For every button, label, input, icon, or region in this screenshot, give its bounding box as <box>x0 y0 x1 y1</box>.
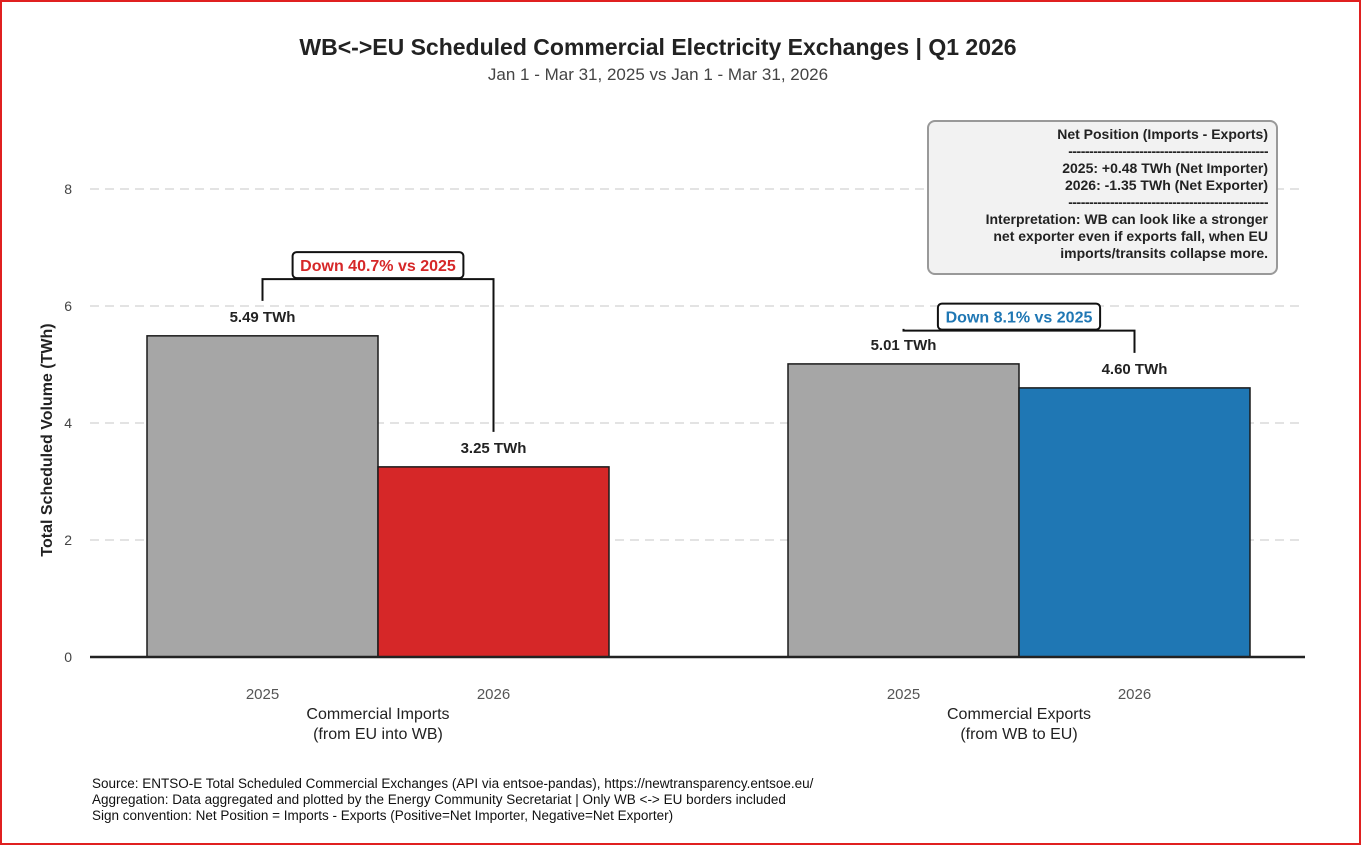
bar-2025 <box>146 335 379 658</box>
chart-subtitle: Jan 1 - Mar 31, 2025 vs Jan 1 - Mar 31, … <box>488 65 828 84</box>
group-label: Commercial Imports <box>306 706 449 723</box>
bar-2025 <box>787 363 1020 658</box>
footnotes: Source: ENTSO-E Total Scheduled Commerci… <box>92 776 813 824</box>
net-position-2025: 2025: +0.48 TWh (Net Importer) <box>1062 160 1268 176</box>
x-tick-label: 2025 <box>246 686 279 703</box>
change-label-box <box>936 302 1102 331</box>
net-position-2026: 2026: -1.35 TWh (Net Exporter) <box>1064 177 1268 193</box>
bar-2026 <box>377 466 610 658</box>
y-tick-label: 4 <box>64 415 72 431</box>
interpretation-line-2: net exporter even if exports fall, when … <box>993 228 1268 244</box>
net-position-divider: ----------------------------------------… <box>1068 143 1268 159</box>
change-label-box <box>291 251 465 280</box>
x-tick-label: 2026 <box>477 686 510 703</box>
net-position-box: Net Position (Imports - Exports) -------… <box>927 120 1278 275</box>
sign-note: Sign convention: Net Position = Imports … <box>92 808 674 823</box>
change-label: Down 40.7% vs 2025 <box>300 258 456 275</box>
bar-value-label: 5.49 TWh <box>230 309 296 326</box>
y-axis-label: Total Scheduled Volume (TWh) <box>39 323 56 556</box>
aggregation-note: Aggregation: Data aggregated and plotted… <box>92 792 786 807</box>
interpretation-line-1: Interpretation: WB can look like a stron… <box>985 211 1268 227</box>
bar-value-label: 3.25 TWh <box>461 440 527 457</box>
bar-value-label: 5.01 TWh <box>871 337 937 354</box>
y-tick-label: 6 <box>64 298 72 314</box>
y-tick-label: 2 <box>64 532 72 548</box>
x-tick-label: 2025 <box>887 686 920 703</box>
net-position-divider-2: ----------------------------------------… <box>1068 194 1268 210</box>
y-tick-label: 8 <box>64 181 72 197</box>
interpretation-line-3: imports/transits collapse more. <box>1060 245 1268 261</box>
net-position-title: Net Position (Imports - Exports) <box>1057 126 1268 142</box>
group-label: (from WB to EU) <box>960 726 1077 743</box>
change-bracket <box>902 328 1136 353</box>
y-tick-label: 0 <box>64 649 72 665</box>
group-label: (from EU into WB) <box>313 726 443 743</box>
x-tick-label: 2026 <box>1118 686 1151 703</box>
bar-value-label: 4.60 TWh <box>1102 361 1168 378</box>
source-note: Source: ENTSO-E Total Scheduled Commerci… <box>92 776 814 791</box>
change-label: Down 8.1% vs 2025 <box>946 310 1093 327</box>
chart-title: WB<->EU Scheduled Commercial Electricity… <box>299 34 1016 60</box>
group-label: Commercial Exports <box>947 706 1091 723</box>
bar-2026 <box>1018 387 1251 658</box>
